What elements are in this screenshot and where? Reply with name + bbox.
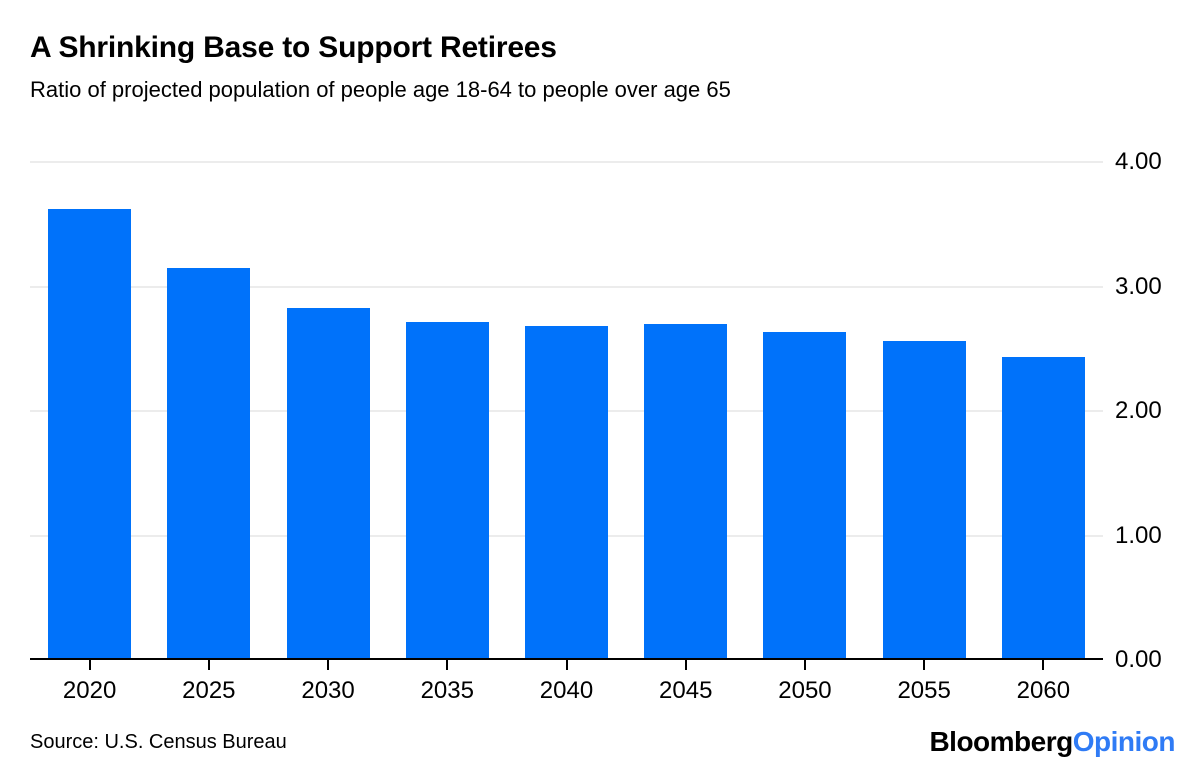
page-title: A Shrinking Base to Support Retirees — [30, 31, 557, 64]
x-axis-label-2045: 2045 — [659, 677, 713, 704]
bar-2040 — [525, 326, 608, 658]
logo-brand: Bloomberg — [929, 726, 1073, 757]
bar-2050 — [763, 332, 846, 658]
source-attribution: Source: U.S. Census Bureau — [30, 731, 287, 753]
x-tick-2025 — [208, 660, 210, 670]
page-subtitle: Ratio of projected population of people … — [30, 77, 731, 102]
gridline-4.00 — [30, 161, 1103, 163]
x-tick-2045 — [685, 660, 687, 670]
x-tick-2035 — [446, 660, 448, 670]
y-axis-label: 2.00 — [1115, 397, 1162, 424]
x-tick-2060 — [1042, 660, 1044, 670]
x-tick-2055 — [923, 660, 925, 670]
x-axis-label-2050: 2050 — [778, 677, 832, 704]
x-axis-label-2060: 2060 — [1016, 677, 1071, 704]
bar-2035 — [406, 322, 489, 658]
y-axis-label: 1.00 — [1115, 521, 1162, 549]
x-axis-label-2040: 2040 — [539, 677, 594, 704]
y-axis-label: 0.00 — [1115, 646, 1162, 673]
bar-2055 — [883, 341, 966, 658]
bar-2020 — [48, 209, 131, 658]
x-axis-label-2055: 2055 — [897, 677, 951, 704]
x-tick-2020 — [89, 660, 91, 670]
x-axis-label-2035: 2035 — [420, 677, 474, 704]
bar-2045 — [644, 324, 727, 658]
logo-division: Opinion — [1072, 726, 1176, 757]
bar-2025 — [167, 268, 250, 658]
x-axis-line — [30, 658, 1103, 660]
bloomberg-opinion-logo: BloombergOpinion — [929, 726, 1175, 758]
x-tick-2030 — [327, 660, 329, 670]
x-axis-label-2025: 2025 — [182, 677, 236, 704]
x-tick-2040 — [566, 660, 568, 670]
y-axis-label: 4.00 — [1115, 148, 1162, 175]
x-axis-label-2030: 2030 — [301, 677, 355, 704]
bar-2060 — [1002, 357, 1085, 658]
bar-2030 — [287, 308, 370, 658]
gridline-3.00 — [30, 285, 1103, 288]
x-tick-2050 — [804, 660, 806, 670]
x-axis-label-2020: 2020 — [62, 677, 117, 704]
y-axis-label: 3.00 — [1115, 272, 1162, 300]
